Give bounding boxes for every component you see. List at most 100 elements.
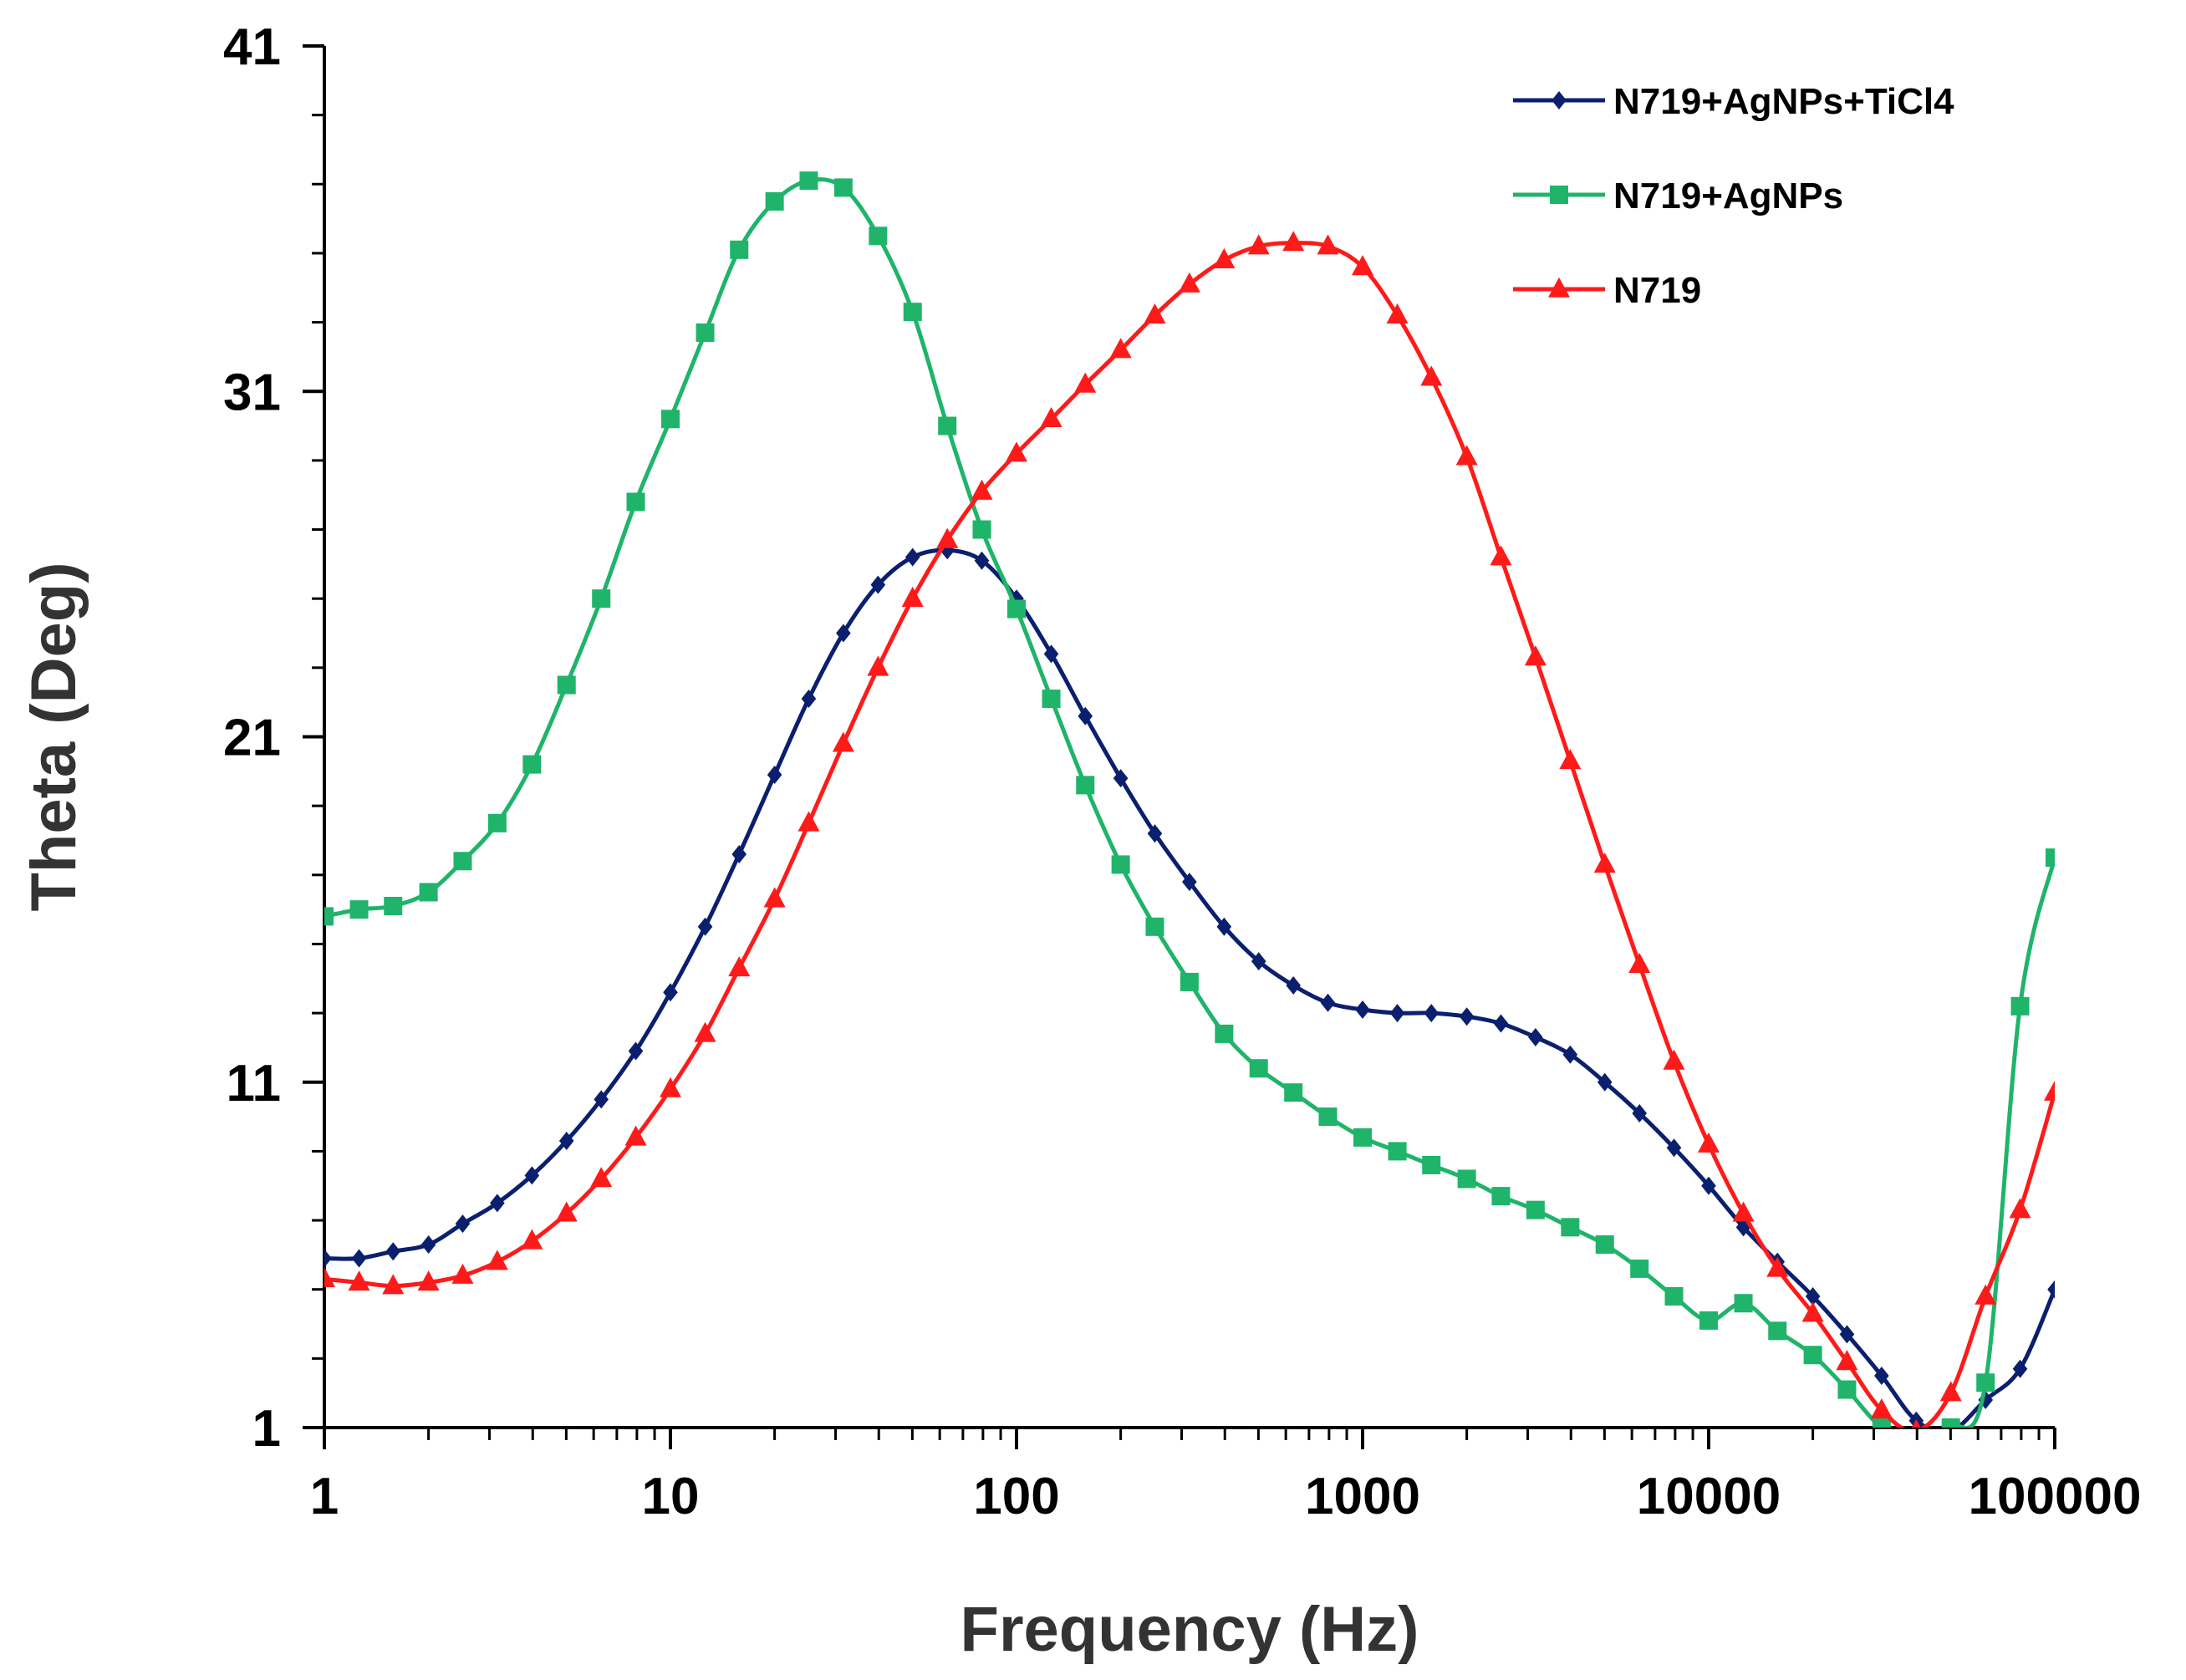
data-point-triangle bbox=[521, 1229, 543, 1250]
data-point-square bbox=[349, 900, 369, 919]
data-point-square bbox=[1249, 1059, 1268, 1078]
data-point-triangle bbox=[797, 811, 820, 832]
y-tick-label: 1 bbox=[252, 1400, 281, 1458]
data-point-square bbox=[1595, 1235, 1614, 1254]
data-point-triangle bbox=[1801, 1301, 1824, 1322]
legend-label: N719+AgNPs+TiCl4 bbox=[1613, 81, 1954, 122]
data-point-diamond bbox=[1459, 1007, 1475, 1026]
x-axis-title: Frequency (Hz) bbox=[961, 1594, 1419, 1665]
data-point-diamond bbox=[1632, 1103, 1648, 1123]
data-point-diamond bbox=[1839, 1325, 1855, 1344]
data-point-square bbox=[487, 813, 507, 832]
data-point-diamond bbox=[594, 1090, 609, 1109]
data-point-diamond bbox=[524, 1166, 540, 1185]
data-point-square bbox=[1180, 972, 1199, 991]
data-point-triangle bbox=[660, 1077, 681, 1097]
data-point-square bbox=[972, 520, 991, 539]
data-point-triangle bbox=[1975, 1284, 1997, 1305]
data-point-triangle bbox=[1939, 1381, 1962, 1402]
data-point-triangle bbox=[1911, 1418, 1921, 1428]
series-line bbox=[324, 177, 2055, 1428]
y-tick-label: 31 bbox=[223, 364, 281, 421]
legend: N719+AgNPs+TiCl4 N719+AgNPs N719 bbox=[1513, 81, 1954, 311]
legend-label: N719 bbox=[1613, 270, 1701, 311]
data-point-diamond bbox=[697, 917, 713, 936]
data-point-square bbox=[833, 178, 853, 197]
data-point-square bbox=[592, 589, 611, 608]
data-point-triangle bbox=[486, 1250, 508, 1270]
data-point-diamond bbox=[1805, 1286, 1821, 1306]
data-point-diamond bbox=[420, 1235, 436, 1254]
data-point-diamond bbox=[324, 1249, 332, 1268]
y-tick-label: 11 bbox=[226, 1055, 281, 1112]
data-point-triangle bbox=[324, 1267, 335, 1288]
data-point-triangle bbox=[1663, 1049, 1685, 1070]
data-point-triangle bbox=[867, 655, 889, 676]
y-axis-title: Theta (Deg) bbox=[18, 563, 89, 912]
data-point-diamond bbox=[1528, 1028, 1543, 1047]
data-point-diamond bbox=[1493, 1014, 1509, 1033]
data-point-diamond bbox=[663, 983, 678, 1002]
data-point-diamond bbox=[974, 551, 990, 570]
data-point-triangle bbox=[417, 1270, 440, 1291]
data-point-diamond bbox=[1320, 993, 1336, 1012]
data-point-diamond bbox=[1389, 1004, 1405, 1023]
data-point-triangle bbox=[1559, 749, 1582, 770]
data-point-square bbox=[903, 303, 922, 322]
data-point-triangle bbox=[624, 1125, 647, 1146]
data-point-triangle bbox=[1178, 272, 1200, 293]
data-point-triangle bbox=[1040, 407, 1062, 428]
data-point-diamond bbox=[490, 1194, 505, 1213]
data-point-triangle bbox=[971, 479, 993, 500]
data-point-diamond bbox=[1978, 1390, 1994, 1409]
data-point-triangle bbox=[555, 1201, 578, 1222]
data-point-diamond bbox=[731, 845, 747, 864]
data-point-diamond bbox=[2047, 1280, 2055, 1299]
data-point-square bbox=[869, 227, 888, 246]
data-point-diamond bbox=[558, 1132, 574, 1151]
data-point-diamond bbox=[1216, 917, 1232, 936]
data-point-square bbox=[1145, 917, 1164, 936]
data-point-diamond bbox=[1078, 706, 1093, 725]
data-point-square bbox=[696, 323, 715, 342]
data-point-square bbox=[324, 907, 334, 926]
data-point-square bbox=[1768, 1321, 1787, 1341]
data-point-triangle bbox=[1593, 853, 1616, 873]
data-point-square bbox=[1076, 776, 1095, 795]
data-point-triangle bbox=[763, 887, 786, 908]
data-point-triangle bbox=[1109, 338, 1132, 359]
data-point-triangle bbox=[694, 1021, 716, 1042]
data-point-triangle bbox=[1247, 234, 1270, 255]
data-point-triangle bbox=[1074, 372, 1097, 393]
x-tick-label: 100000 bbox=[1969, 1468, 2142, 1525]
data-point-triangle bbox=[590, 1167, 613, 1188]
data-point-diamond bbox=[1562, 1045, 1578, 1064]
data-point-square bbox=[730, 240, 749, 259]
data-point-triangle bbox=[1317, 234, 1339, 255]
data-point-diamond bbox=[2012, 1359, 2028, 1378]
data-point-triangle bbox=[1490, 545, 1512, 566]
data-point-diamond bbox=[1552, 91, 1567, 109]
data-point-square bbox=[799, 171, 818, 191]
data-point-triangle bbox=[1455, 445, 1478, 466]
series bbox=[324, 171, 2055, 1428]
data-point-diamond bbox=[1597, 1072, 1613, 1092]
data-point-square bbox=[384, 896, 403, 915]
data-point-triangle bbox=[1420, 365, 1443, 386]
data-point-diamond bbox=[1182, 873, 1197, 892]
data-point-square bbox=[419, 883, 438, 902]
data-point-diamond bbox=[628, 1041, 644, 1061]
data-point-triangle bbox=[936, 527, 959, 548]
data-point-triangle bbox=[1870, 1398, 1893, 1419]
data-point-square bbox=[1664, 1286, 1684, 1306]
data-point-square bbox=[1803, 1346, 1822, 1365]
data-point-diamond bbox=[455, 1214, 471, 1234]
data-point-diamond bbox=[351, 1249, 367, 1268]
data-point-square bbox=[1630, 1259, 1649, 1278]
data-point-triangle bbox=[832, 731, 854, 752]
data-point-triangle bbox=[1213, 247, 1236, 268]
data-point-square bbox=[1550, 186, 1568, 204]
x-tick-label: 1 bbox=[310, 1468, 339, 1525]
y-tick-label: 41 bbox=[223, 18, 281, 76]
